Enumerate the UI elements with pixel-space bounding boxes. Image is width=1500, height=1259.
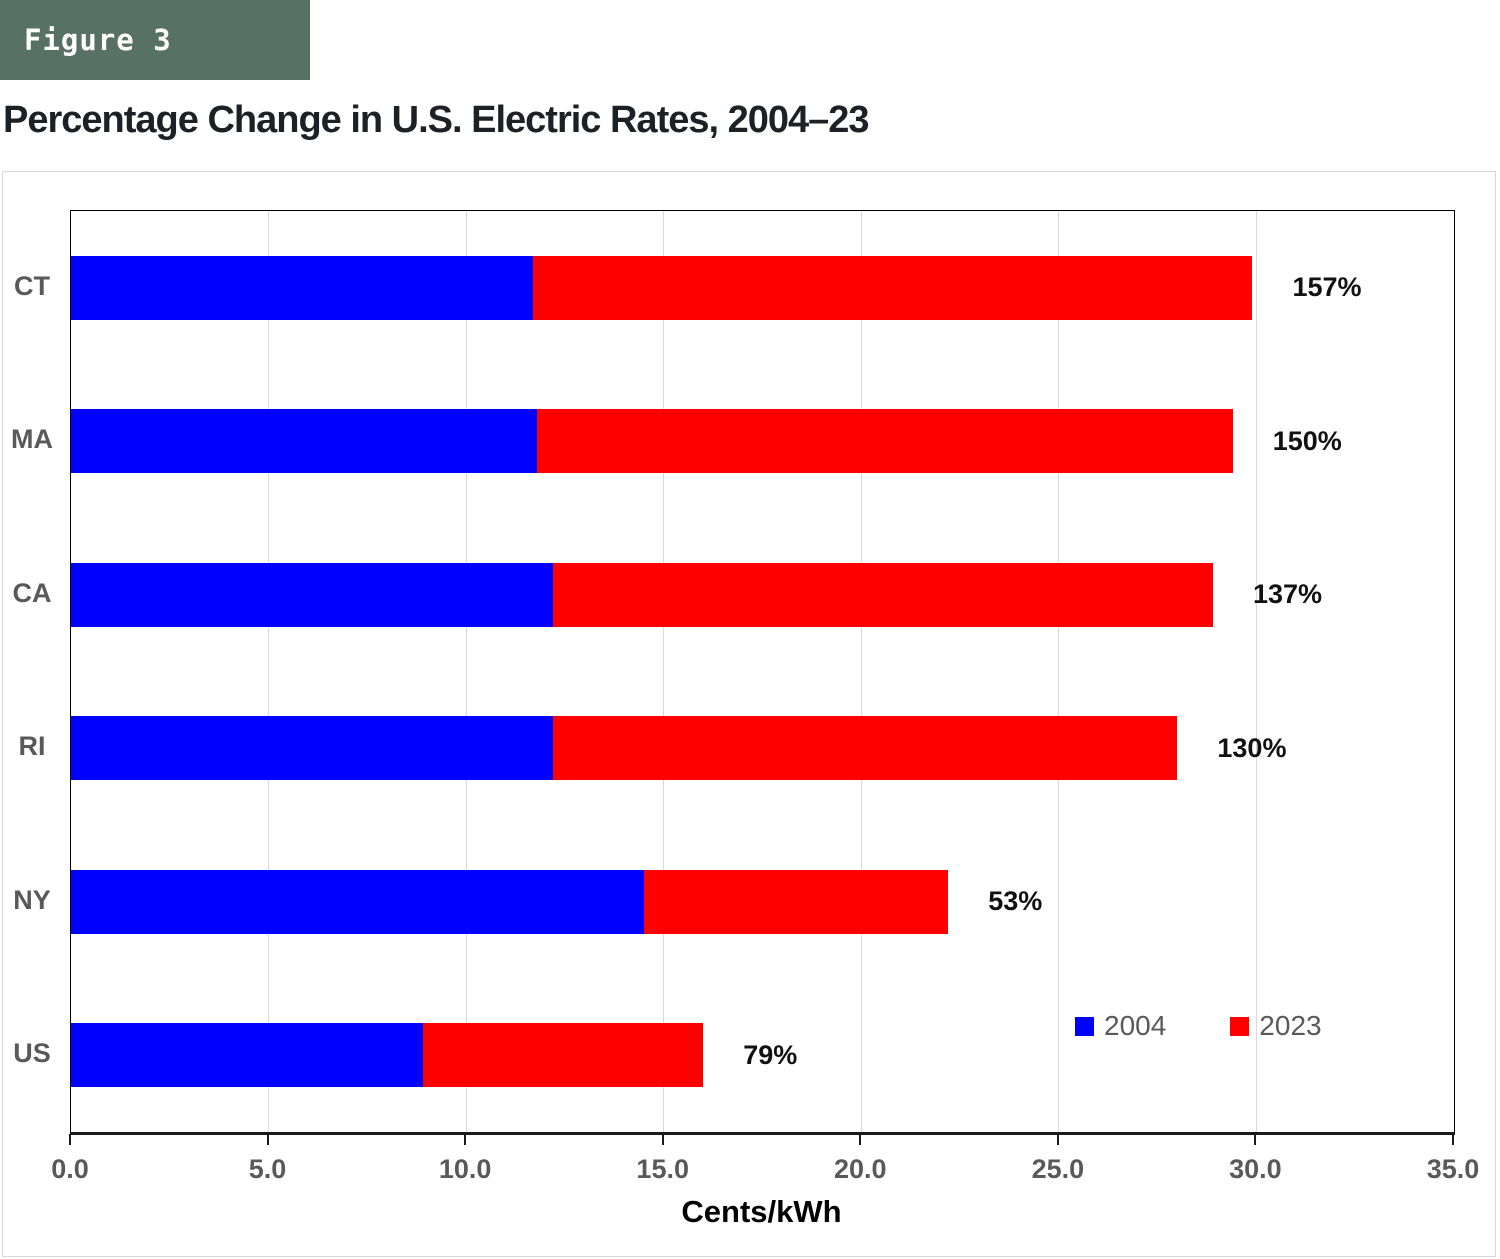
pct-change-label-MA: 150%	[1272, 425, 1342, 456]
x-tick	[1452, 1134, 1454, 1145]
legend-swatch-2004	[1075, 1016, 1094, 1036]
x-tick	[661, 1134, 664, 1145]
x-tick-label: 0.0	[51, 1154, 89, 1184]
category-label-NY: NY	[13, 884, 51, 915]
bar-2004-RI	[71, 716, 554, 781]
x-axis-title: Cents/kWh	[681, 1194, 842, 1229]
x-tick	[69, 1134, 71, 1145]
x-tick-label: 20.0	[834, 1154, 887, 1184]
figure-number-tag: Figure 3	[0, 0, 310, 80]
legend-item-2023: 2023	[1230, 1010, 1322, 1042]
bar-2004-CA	[71, 562, 554, 627]
x-tick-label: 30.0	[1229, 1154, 1282, 1184]
category-label-CT: CT	[14, 270, 50, 301]
bar-2023-US	[422, 1023, 704, 1088]
pct-change-label-US: 79%	[743, 1039, 798, 1070]
legend: 2004 2023	[1075, 1010, 1322, 1042]
category-label-RI: RI	[18, 731, 46, 762]
bar-2023-RI	[553, 716, 1178, 781]
gridline	[465, 211, 467, 1132]
gridline	[268, 211, 270, 1132]
bar-2004-US	[71, 1023, 423, 1088]
x-tick	[1254, 1134, 1257, 1145]
bar-2023-CT	[533, 255, 1253, 320]
pct-change-label-RI: 130%	[1217, 732, 1287, 763]
x-tick-label: 35.0	[1426, 1154, 1480, 1184]
gridline	[663, 211, 665, 1132]
pct-change-label-NY: 53%	[988, 886, 1043, 917]
x-tick-label: 5.0	[248, 1154, 287, 1184]
pct-change-label-CT: 157%	[1292, 272, 1362, 303]
gridline	[1058, 211, 1060, 1132]
legend-label-2004: 2004	[1104, 1010, 1167, 1041]
category-label-MA: MA	[11, 424, 53, 455]
bar-2004-CT	[71, 255, 534, 320]
bar-2023-NY	[643, 869, 949, 934]
x-tick-label: 10.0	[438, 1154, 492, 1184]
bar-2023-MA	[537, 409, 1233, 474]
bar-2004-NY	[71, 869, 644, 934]
legend-swatch-2023	[1230, 1016, 1250, 1036]
x-tick	[859, 1134, 862, 1145]
x-tick-label: 25.0	[1031, 1154, 1085, 1184]
chart-title: Percentage Change in U.S. Electric Rates…	[3, 99, 870, 141]
category-label-CA: CA	[12, 577, 52, 608]
chart-container: CT MA CA RI NY US 157% 150% 137% 130% 53% 79% 0.0 5…	[2, 171, 1496, 1257]
legend-label-2023: 2023	[1259, 1010, 1322, 1041]
x-tick	[464, 1134, 467, 1145]
pct-change-label-CA: 137%	[1252, 579, 1323, 610]
x-tick	[266, 1134, 269, 1145]
gridline	[1255, 211, 1257, 1132]
x-tick-label: 15.0	[636, 1154, 689, 1184]
legend-item-2004: 2004	[1075, 1010, 1166, 1042]
x-tick	[1056, 1134, 1059, 1145]
category-label-US: US	[13, 1038, 51, 1069]
figure-number-label: Figure 3	[24, 23, 172, 57]
gridline	[860, 211, 862, 1132]
bar-2023-CA	[553, 562, 1213, 627]
bar-2004-MA	[71, 409, 538, 474]
plot-area: 157% 150% 137% 130% 53% 79%	[70, 210, 1455, 1135]
